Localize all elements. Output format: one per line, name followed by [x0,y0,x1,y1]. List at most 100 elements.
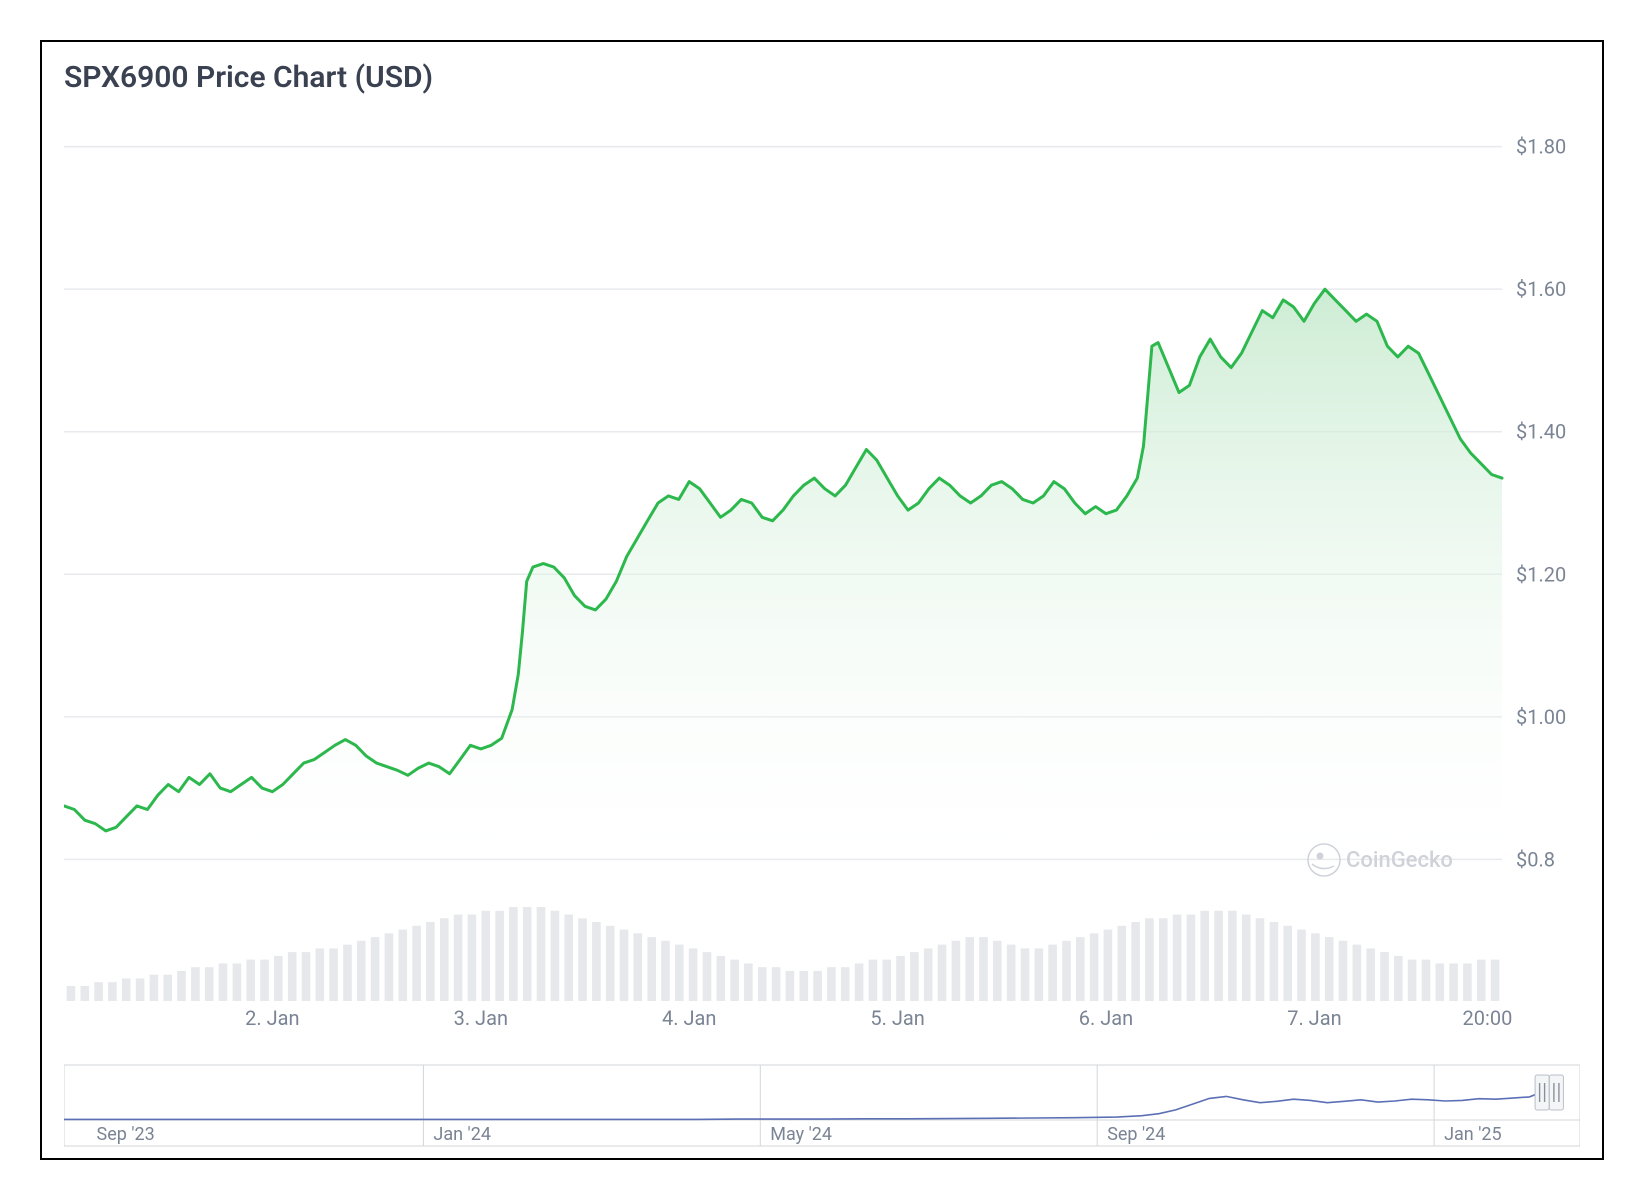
volume-bar [882,960,891,1001]
y-axis-label: $1.00 [1516,705,1566,729]
volume-bar [177,971,186,1001]
volume-bar [1256,918,1265,1001]
volume-bar [399,930,408,1001]
volume-bar [1076,937,1085,1001]
x-axis-label: 20:00 [1463,1006,1513,1030]
x-axis-label: 2. Jan [245,1006,299,1030]
volume-bar [592,922,601,1001]
volume-bar [1283,926,1292,1001]
main-chart-svg: $0.8$1.00$1.20$1.40$1.60$1.80CoinGecko2.… [64,105,1580,1055]
svg-text:CoinGecko: CoinGecko [1346,848,1453,873]
volume-bar [260,960,269,1001]
navigator-tick-label: May '24 [770,1124,832,1145]
volume-bar [163,975,172,1001]
volume-bar [1048,945,1057,1001]
volume-bar [150,975,159,1001]
volume-bar [385,933,394,1001]
volume-bar [1449,963,1458,1001]
main-chart-area[interactable]: $0.8$1.00$1.20$1.40$1.60$1.80CoinGecko2.… [64,105,1580,1055]
volume-bar [606,926,615,1001]
volume-bar [440,918,449,1001]
volume-bar [302,952,311,1001]
volume-bar [1463,963,1472,1001]
volume-bar [136,978,145,1001]
volume-bar [94,982,103,1001]
volume-bar [1436,963,1445,1001]
volume-bar [1035,948,1044,1001]
volume-bar [924,948,933,1001]
navigator-tick-label: Jan '24 [433,1124,491,1145]
navigator-handle-right[interactable] [1549,1075,1563,1110]
volume-bar [1394,956,1403,1001]
volume-bar [1297,930,1306,1001]
volume-bar [81,986,90,1001]
navigator-handle-left[interactable] [1535,1075,1549,1110]
volume-bar [841,967,850,1001]
volume-bar [1173,915,1182,1002]
volume-bar [329,948,338,1001]
volume-bar [1007,945,1016,1001]
volume-bar [634,933,643,1001]
volume-bar [910,952,919,1001]
volume-bar [357,941,366,1001]
volume-bar [1104,930,1113,1001]
volume-bar [1200,911,1209,1001]
volume-bar [1325,937,1334,1001]
volume-bar [1214,911,1223,1001]
volume-bar [1187,915,1196,1002]
navigator-tick-label: Sep '23 [97,1124,155,1145]
price-chart-container: SPX6900 Price Chart (USD) $0.8$1.00$1.20… [40,40,1604,1160]
volume-bar [205,967,214,1001]
volume-bar [523,907,532,1001]
volume-bar [1228,911,1237,1001]
volume-bar [717,956,726,1001]
volume-bar [1131,922,1140,1001]
navigator-tick-label: Sep '24 [1107,1124,1165,1145]
volume-bar [730,960,739,1001]
volume-bar [703,952,712,1001]
y-axis-label: $1.80 [1516,135,1566,159]
volume-bar [537,907,546,1001]
volume-bar [1090,933,1099,1001]
y-axis-label: $1.60 [1516,277,1566,301]
x-axis-label: 6. Jan [1079,1006,1133,1030]
volume-bar [965,937,974,1001]
volume-bar [869,960,878,1001]
navigator-line [64,1083,1555,1120]
volume-bar [827,967,836,1001]
volume-bar [468,915,477,1002]
volume-bar [274,956,283,1001]
volume-bar [288,952,297,1001]
volume-bar [551,911,560,1001]
volume-bar [233,963,242,1001]
x-axis-label: 3. Jan [454,1006,508,1030]
x-axis-label: 5. Jan [870,1006,924,1030]
volume-bar [1159,918,1168,1001]
volume-bar [1477,960,1486,1001]
volume-bar [509,907,518,1001]
volume-bar [67,986,76,1001]
x-axis-label: 7. Jan [1287,1006,1341,1030]
y-axis-label: $1.40 [1516,420,1566,444]
volume-bar [1242,915,1251,1002]
volume-bar [979,937,988,1001]
navigator-svg: Sep '23 Jan '24 May '24 Sep '24 Jan '25 [64,1063,1580,1148]
volume-bar [744,963,753,1001]
volume-bar [1491,960,1500,1001]
volume-bar [786,971,795,1001]
volume-bar [896,956,905,1001]
x-axis-label: 4. Jan [662,1006,716,1030]
volume-bar [578,918,587,1001]
volume-bar [1311,933,1320,1001]
navigator-tick-label: Jan '25 [1444,1124,1502,1145]
volume-bar [993,941,1002,1001]
chart-title: SPX6900 Price Chart (USD) [64,60,1580,95]
volume-bar [813,971,822,1001]
volume-bar [1145,918,1154,1001]
volume-bar [316,948,325,1001]
volume-bar [426,922,435,1001]
volume-bar [108,982,117,1001]
volume-bar [481,911,490,1001]
volume-bar [647,937,656,1001]
navigator-strip[interactable]: Sep '23 Jan '24 May '24 Sep '24 Jan '25 [64,1063,1580,1148]
